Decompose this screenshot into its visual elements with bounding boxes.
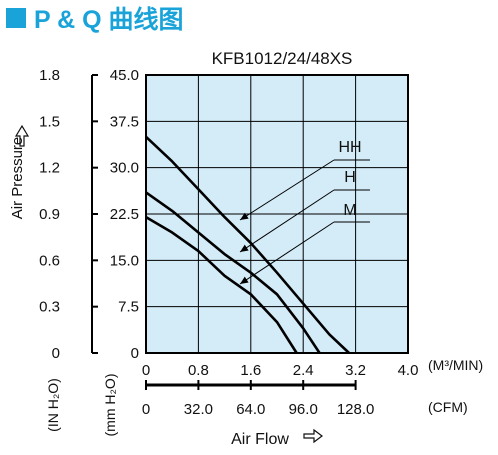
inner-y-tick-label: 37.5	[110, 113, 139, 130]
header-square-icon	[6, 8, 26, 28]
outer-y-tick-label: 1.5	[39, 113, 60, 130]
inner-y-tick-label: 45.0	[110, 67, 139, 84]
x-primary-tick-label: 1.6	[240, 362, 261, 379]
callout-leader-line	[239, 189, 335, 253]
y-axis-label: Air Pressure	[9, 137, 26, 220]
x-secondary-tick-label: 128.0	[337, 401, 375, 418]
callout-leader-line	[239, 159, 335, 221]
pq-curve-m	[145, 215, 298, 354]
x-secondary-unit-label: (CFM)	[428, 399, 468, 415]
pq-curve-h	[145, 191, 321, 354]
pq-curve-hh	[145, 135, 350, 354]
inner-y-tick-label: 22.5	[110, 206, 139, 223]
x-axis-arrow-icon	[303, 428, 323, 444]
outer-y-tick-label: 1.8	[39, 67, 60, 84]
x-primary-unit-label: (M³/MIN)	[428, 357, 483, 373]
inner-y-tick-label: 0	[131, 345, 139, 362]
x-primary-tick-label: 4.0	[398, 362, 419, 379]
callout-arrowhead-icon	[240, 212, 249, 220]
grid-lines	[146, 75, 408, 353]
y-axis-arrow-icon	[14, 124, 30, 147]
inner-y-tick-label: 7.5	[118, 299, 139, 316]
header-title: P & Q 曲线图	[34, 5, 184, 34]
outer-y-tick-label: 0.9	[39, 206, 60, 223]
axes: 0 0.8 1.6 2.4 3.2 4.0007.50.315.00.622.50.930…	[39, 67, 418, 418]
outer-y-tick-label: 1.2	[39, 160, 60, 177]
chart-title: KFB1012/24/48XS	[212, 49, 353, 68]
curve-label-hh: HH	[338, 139, 361, 156]
callout-arrowhead-icon	[240, 244, 249, 252]
curve-label-h: H	[344, 169, 356, 186]
outer-y-unit-label: (IN H₂O)	[45, 378, 61, 432]
inner-y-unit-label: (mm H₂O)	[102, 374, 118, 437]
pq-curves	[145, 135, 350, 354]
x-secondary-tick-label: 32.0	[184, 401, 213, 418]
outer-y-tick-label: 0.3	[39, 299, 60, 316]
x-secondary-tick-label: 64.0	[236, 401, 265, 418]
x-primary-tick-label: 0	[142, 362, 150, 379]
x-secondary-tick-label: 96.0	[289, 401, 318, 418]
outer-y-tick-label: 0.6	[39, 252, 60, 269]
x-primary-tick-label: 3.2	[345, 362, 366, 379]
outer-y-tick-label: 0	[52, 345, 60, 362]
x-primary-tick-label: 0.8	[188, 362, 209, 379]
x-axis-label: Air Flow	[231, 431, 289, 448]
callout-leader-line	[239, 221, 335, 285]
inner-y-tick-label: 15.0	[110, 252, 139, 269]
curve-label-m: M	[343, 202, 356, 219]
x-secondary-tick-label: 0	[142, 401, 150, 418]
inner-y-tick-label: 30.0	[110, 160, 139, 177]
callout-arrowhead-icon	[240, 276, 249, 284]
x-primary-tick-label: 2.4	[293, 362, 314, 379]
plot-border	[145, 74, 409, 354]
